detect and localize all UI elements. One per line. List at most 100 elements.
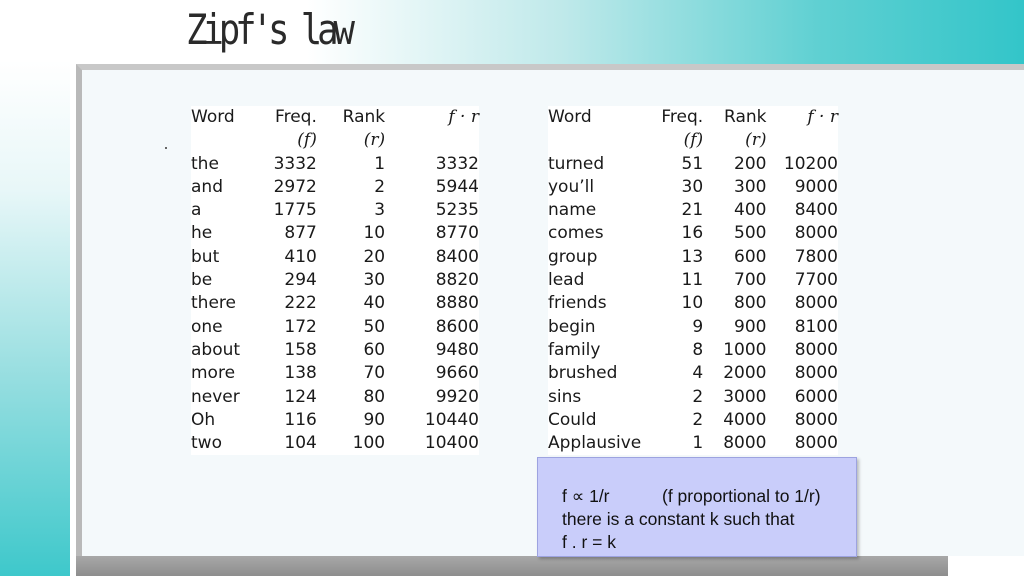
table-body: turned 51 200 10200 you’ll 30 300 9000 name 21 400…: [548, 153, 838, 456]
cell-rank: 20: [363, 246, 386, 267]
cell-f-times-r: 8770: [435, 223, 479, 244]
cell-freq: 104: [284, 433, 317, 454]
header-word: Word: [548, 107, 592, 127]
table-row: comes 16 500 8000: [548, 222, 838, 245]
cell-f-times-r: 8400: [794, 200, 838, 221]
cell-rank: 80: [363, 386, 386, 407]
cell-freq: 16: [681, 223, 704, 244]
cell-rank: 1: [374, 153, 386, 174]
cell-freq: 10: [681, 293, 704, 314]
cell-rank: 8000: [723, 433, 767, 454]
subheader-rank: (r): [363, 130, 386, 151]
table-header-row: Word Freq. Rank f · r: [191, 106, 479, 129]
cell-word: family: [548, 339, 601, 360]
cell-f-times-r: 6000: [794, 386, 838, 407]
table-subheader-row: (f) (r): [191, 129, 479, 152]
note-line-1: f ∝ 1/r (f proportional to 1/r): [562, 485, 856, 508]
table-row: family 8 1000 8000: [548, 339, 838, 362]
table-row: you’ll 30 300 9000: [548, 176, 838, 199]
table-row: one 172 50 8600: [191, 316, 479, 339]
header-f-times-r: f · r: [807, 107, 838, 127]
cell-f-times-r: 8000: [794, 293, 838, 314]
zipf-table-left: Word Freq. Rank f · r (f) (r) the 3332 1 33…: [191, 106, 479, 456]
cell-word: sins: [548, 386, 582, 407]
cell-word: be: [191, 270, 213, 291]
cell-rank: 40: [363, 293, 386, 314]
table-row: he 877 10 8770: [191, 222, 479, 245]
cell-f-times-r: 8000: [794, 433, 838, 454]
cell-rank: 900: [734, 316, 767, 337]
table-row: Oh 116 90 10440: [191, 409, 479, 432]
cell-rank: 60: [363, 339, 386, 360]
cell-word: but: [191, 246, 220, 267]
cell-f-times-r: 5235: [435, 200, 479, 221]
cell-rank: 30: [363, 270, 386, 291]
cell-word: a: [191, 200, 202, 221]
cell-freq: 1: [692, 433, 704, 454]
cell-f-times-r: 9660: [435, 363, 479, 384]
table-subheader-row: (f) (r): [548, 129, 838, 152]
cell-freq: 3332: [273, 153, 317, 174]
subheader-f-times-r: [385, 129, 479, 152]
stray-dot: [165, 147, 167, 149]
table-row: group 13 600 7800: [548, 246, 838, 269]
cell-f-times-r: 7700: [794, 270, 838, 291]
table-row: begin 9 900 8100: [548, 316, 838, 339]
bottom-bar: [76, 556, 948, 576]
table-row: about 158 60 9480: [191, 339, 479, 362]
subheader-rank: (r): [745, 130, 767, 151]
cell-word: and: [191, 176, 223, 197]
cell-freq: 4: [692, 363, 704, 384]
left-decorative-band: [0, 60, 70, 576]
table-row: more 138 70 9660: [191, 362, 479, 385]
cell-word: he: [191, 223, 213, 244]
cell-freq: 1775: [273, 200, 317, 221]
cell-rank: 2000: [723, 363, 767, 384]
cell-word: two: [191, 433, 222, 454]
cell-word: there: [191, 293, 236, 314]
cell-f-times-r: 9000: [794, 176, 838, 197]
cell-freq: 2972: [273, 176, 317, 197]
header-word: Word: [191, 107, 235, 127]
cell-word: never: [191, 386, 240, 407]
cell-word: group: [548, 246, 598, 267]
cell-word: brushed: [548, 363, 618, 384]
cell-rank: 50: [363, 316, 386, 337]
cell-f-times-r: 9920: [435, 386, 479, 407]
table-row: but 410 20 8400: [191, 246, 479, 269]
table-row: lead 11 700 7700: [548, 269, 838, 292]
zipf-table-right: Word Freq. Rank f · r (f) (r) turned 51 20…: [548, 106, 838, 456]
cell-word: friends: [548, 293, 607, 314]
cell-rank: 800: [734, 293, 767, 314]
cell-f-times-r: 8000: [794, 223, 838, 244]
subheader-f-times-r: [766, 129, 838, 152]
cell-freq: 30: [681, 176, 704, 197]
cell-freq: 9: [692, 316, 704, 337]
cell-f-times-r: 10440: [424, 409, 479, 430]
cell-freq: 158: [284, 339, 317, 360]
cell-rank: 600: [734, 246, 767, 267]
table-row: never 124 80 9920: [191, 386, 479, 409]
table-row: be 294 30 8820: [191, 269, 479, 292]
table-row: the 3332 1 3332: [191, 153, 479, 176]
note-line-3: f . r = k: [562, 532, 616, 552]
cell-freq: 124: [284, 386, 317, 407]
header-f-times-r: f · r: [448, 107, 479, 127]
cell-freq: 410: [284, 246, 317, 267]
cell-f-times-r: 3332: [435, 153, 479, 174]
cell-rank: 10: [363, 223, 386, 244]
cell-freq: 21: [681, 200, 704, 221]
cell-rank: 1000: [723, 339, 767, 360]
table-row: friends 10 800 8000: [548, 292, 838, 315]
header-band: [0, 0, 1024, 66]
cell-word: Applausive: [548, 433, 642, 454]
cell-freq: 51: [681, 153, 704, 174]
header-rank: Rank: [724, 107, 767, 127]
cell-freq: 222: [284, 293, 317, 314]
cell-f-times-r: 5944: [435, 176, 479, 197]
table-row: name 21 400 8400: [548, 199, 838, 222]
cell-f-times-r: 8000: [794, 363, 838, 384]
cell-f-times-r: 8000: [794, 409, 838, 430]
cell-freq: 877: [284, 223, 317, 244]
subheader-word: [548, 129, 654, 152]
